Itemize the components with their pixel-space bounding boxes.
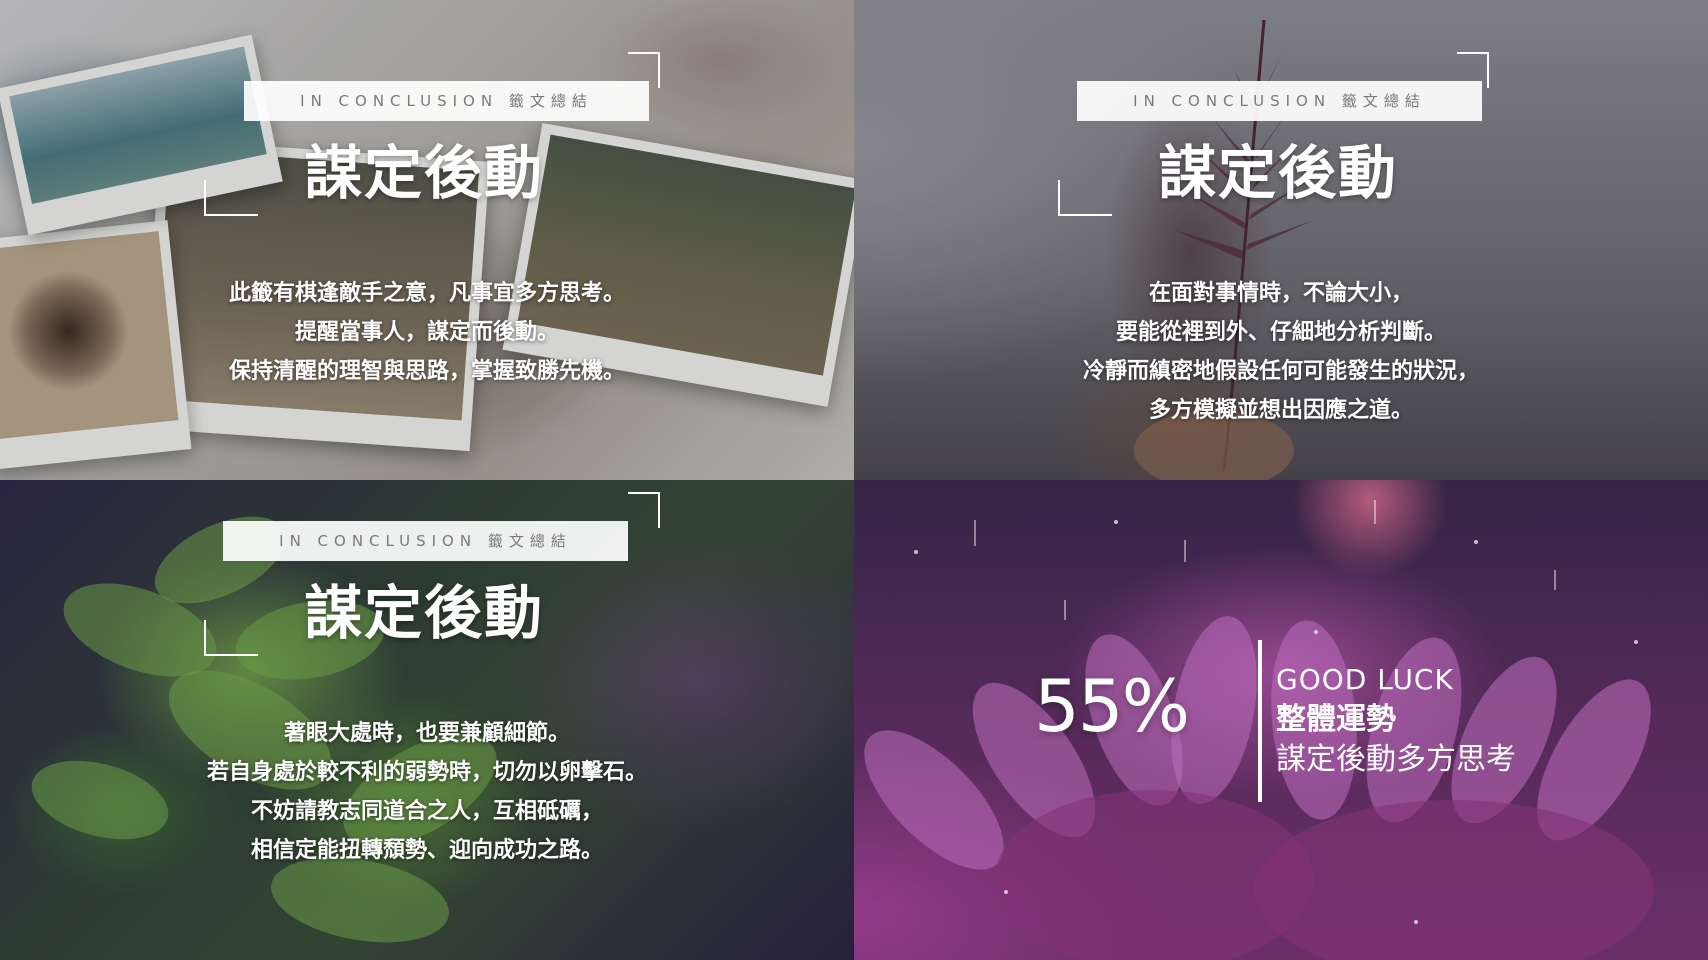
- rain-streak: [1374, 500, 1376, 524]
- bracket-bottom-left: [1058, 180, 1112, 216]
- fern-background: [854, 0, 1708, 480]
- particle: [1634, 640, 1638, 644]
- panel-flower: [854, 480, 1708, 960]
- fern-illustration: [1134, 19, 1314, 480]
- panel-photos: IN CONCLUSION 籤文總結 謀定後動 此籤有棋逢敵手之意，凡事宜多方思…: [0, 0, 854, 480]
- description-text: 在面對事情時，不論大小， 要能從裡到外、仔細地分析判斷。 冷靜而縝密地假設任何可…: [854, 274, 1708, 430]
- rain-streak: [1184, 540, 1186, 562]
- conclusion-tag: IN CONCLUSION 籤文總結: [223, 521, 628, 561]
- panel-leaves: IN CONCLUSION 籤文總結 謀定後動 著眼大處時，也要兼顧細節。 若自…: [0, 480, 854, 960]
- page-title: 謀定後動: [304, 579, 545, 647]
- particle: [1414, 920, 1418, 924]
- description-line: 若自身處於較不利的弱勢時，切勿以卵擊石。: [206, 760, 647, 785]
- conclusion-tag: IN CONCLUSION 籤文總結: [244, 81, 649, 121]
- description-line: 此籤有棋逢敵手之意，凡事宜多方思考。: [228, 281, 625, 306]
- page-title: 謀定後動: [1158, 139, 1399, 207]
- description-line: 冷靜而縝密地假設任何可能發生的狀況，: [1082, 359, 1479, 384]
- description-line: 不妨請教志同道合之人，互相砥礪，: [250, 799, 603, 824]
- conclusion-tag: IN CONCLUSION 籤文總結: [1077, 81, 1482, 121]
- description-line: 保持清醒的理智與思路，掌握致勝先機。: [228, 359, 625, 384]
- bracket-top-right: [1457, 52, 1489, 88]
- particle: [1474, 540, 1478, 544]
- flower-illustration: [864, 616, 1654, 960]
- particle: [1314, 630, 1318, 634]
- panel-fern: IN CONCLUSION 籤文總結 謀定後動 在面對事情時，不論大小， 要能從…: [854, 0, 1708, 480]
- dim-overlay: [854, 0, 1708, 480]
- luck-subtitle: 整體運勢: [1276, 702, 1396, 737]
- luck-percent: 55%: [1034, 664, 1190, 748]
- leaves-illustration: [31, 516, 497, 943]
- luck-heading: GOOD LUCK: [1276, 663, 1454, 696]
- description-line: 要能從裡到外、仔細地分析判斷。: [1115, 320, 1446, 345]
- description-text: 著眼大處時，也要兼顧細節。 若自身處於較不利的弱勢時，切勿以卵擊石。 不妨請教志…: [0, 714, 854, 870]
- bracket-top-right: [628, 492, 660, 528]
- description-line: 著眼大處時，也要兼顧細節。: [283, 721, 570, 746]
- description-line: 多方模擬並想出因應之道。: [1148, 398, 1413, 423]
- rain-streak: [1064, 600, 1066, 620]
- rain-streak: [974, 520, 976, 546]
- particle: [1004, 890, 1008, 894]
- bracket-bottom-left: [204, 180, 258, 216]
- description-line: 在面對事情時，不論大小，: [1148, 281, 1413, 306]
- particle: [1114, 520, 1118, 524]
- divider: [1258, 640, 1262, 802]
- description-line: 相信定能扭轉頹勢、迎向成功之路。: [250, 838, 603, 863]
- bracket-bottom-left: [204, 620, 258, 656]
- page-title: 謀定後動: [304, 139, 545, 207]
- description-text: 此籤有棋逢敵手之意，凡事宜多方思考。 提醒當事人，謀定而後動。 保持清醒的理智與…: [0, 274, 854, 391]
- bracket-top-right: [628, 52, 660, 88]
- description-line: 提醒當事人，謀定而後動。: [294, 320, 559, 345]
- luck-note: 謀定後動多方思考: [1276, 742, 1516, 777]
- rain-streak: [1554, 570, 1556, 590]
- dim-overlay: [0, 0, 854, 480]
- particle: [914, 550, 918, 554]
